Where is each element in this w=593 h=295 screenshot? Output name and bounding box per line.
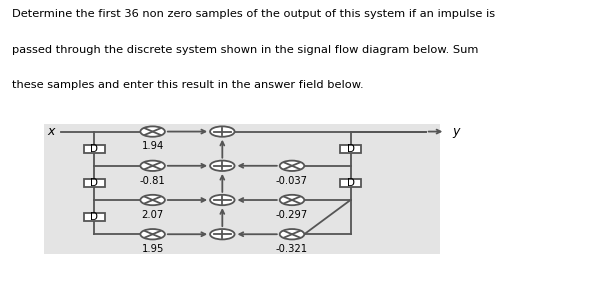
Circle shape (210, 160, 235, 171)
Text: x: x (47, 125, 55, 138)
Circle shape (141, 229, 165, 240)
Bar (340, 145, 361, 153)
Text: passed through the discrete system shown in the signal flow diagram below. Sum: passed through the discrete system shown… (12, 45, 478, 55)
Text: -0.321: -0.321 (276, 244, 308, 254)
Text: 1.95: 1.95 (142, 244, 164, 254)
Text: D: D (346, 144, 355, 154)
Bar (84, 213, 105, 221)
FancyBboxPatch shape (44, 124, 439, 254)
Text: Determine the first 36 non zero samples of the output of this system if an impul: Determine the first 36 non zero samples … (12, 9, 495, 19)
Circle shape (141, 126, 165, 137)
Text: D: D (90, 144, 98, 154)
Text: 1.94: 1.94 (142, 142, 164, 151)
Circle shape (280, 195, 304, 205)
Bar (340, 179, 361, 187)
Text: D: D (90, 212, 98, 222)
Circle shape (210, 195, 235, 205)
Text: 2.07: 2.07 (142, 210, 164, 220)
Circle shape (141, 160, 165, 171)
Bar (84, 179, 105, 187)
Text: -0.297: -0.297 (276, 210, 308, 220)
Text: D: D (90, 178, 98, 188)
Text: -0.037: -0.037 (276, 176, 308, 186)
Circle shape (280, 160, 304, 171)
Bar (84, 145, 105, 153)
Circle shape (210, 229, 235, 240)
Text: these samples and enter this result in the answer field below.: these samples and enter this result in t… (12, 80, 364, 90)
Circle shape (141, 195, 165, 205)
Circle shape (280, 229, 304, 240)
Text: D: D (346, 178, 355, 188)
Text: y: y (452, 125, 460, 138)
Circle shape (210, 126, 235, 137)
Text: -0.81: -0.81 (140, 176, 165, 186)
